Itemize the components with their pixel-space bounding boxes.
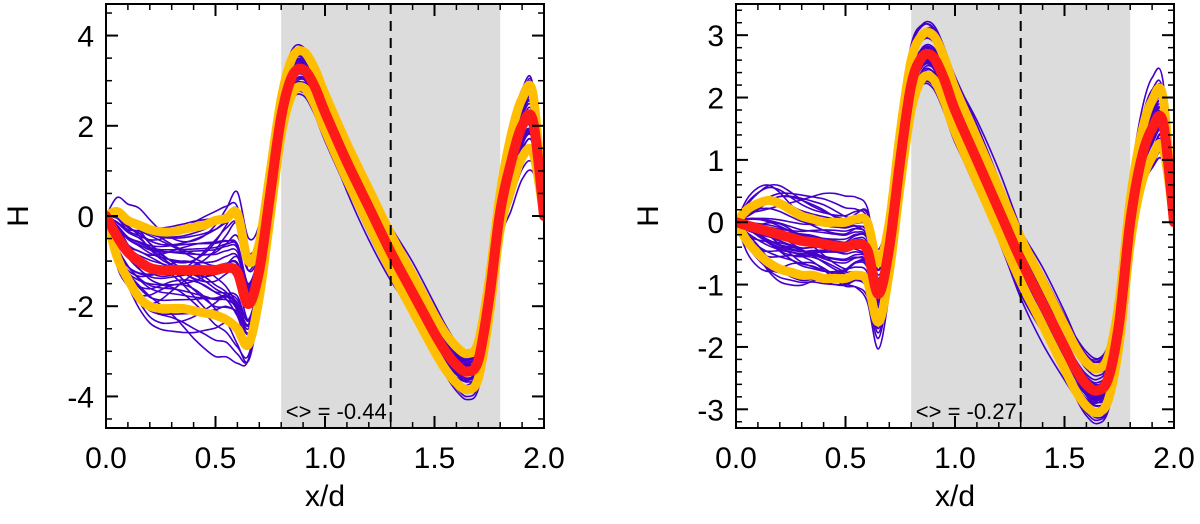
x-tick-label: 0.5 xyxy=(825,442,867,475)
right-y-axis-label: H xyxy=(632,205,665,227)
left-panel: 0.0 0.5 1.0 1.5 2.0 -4 -2 0 2 4 <> = -0.44 x/d H xyxy=(2,3,565,513)
x-tick-label: 1.0 xyxy=(304,442,346,475)
x-tick-label: 0.0 xyxy=(85,442,127,475)
y-tick-label: -1 xyxy=(697,270,724,303)
right-x-axis-label: x/d xyxy=(935,480,975,513)
left-x-axis-label: x/d xyxy=(305,480,345,513)
y-tick-label: 2 xyxy=(707,83,724,116)
x-tick-label: 0.0 xyxy=(715,442,757,475)
x-tick-label: 1.0 xyxy=(934,442,976,475)
y-tick-label: 0 xyxy=(77,201,94,234)
y-tick-label: -2 xyxy=(67,291,94,324)
right-axis-ticks: 0.0 0.5 1.0 1.5 2.0 -3 -2 -1 0 1 2 3 xyxy=(697,4,1195,475)
x-tick-label: 1.5 xyxy=(414,442,456,475)
right-band-lower-line xyxy=(736,71,1174,418)
x-tick-label: 1.5 xyxy=(1044,442,1086,475)
y-tick-label: -3 xyxy=(697,394,724,427)
x-tick-label: 2.0 xyxy=(523,442,565,475)
y-tick-label: 0 xyxy=(707,207,724,240)
right-mean-line xyxy=(736,48,1174,396)
y-tick-label: -2 xyxy=(697,332,724,365)
y-tick-label: 2 xyxy=(77,111,94,144)
left-annotation: <> = -0.44 xyxy=(286,399,387,424)
y-tick-label: -4 xyxy=(67,381,94,414)
y-tick-label: 4 xyxy=(77,21,94,54)
right-panel: 0.0 0.5 1.0 1.5 2.0 -3 -2 -1 0 1 2 3 <> = -0.27 x/d… xyxy=(632,3,1195,513)
x-tick-label: 0.5 xyxy=(195,442,237,475)
left-axis-ticks: 0.0 0.5 1.0 1.5 2.0 -4 -2 0 2 4 xyxy=(67,4,565,475)
y-tick-label: 3 xyxy=(707,20,724,53)
y-tick-label: 1 xyxy=(707,145,724,178)
right-annotation: <> = -0.27 xyxy=(916,399,1017,424)
left-y-axis-label: H xyxy=(2,205,35,227)
x-tick-label: 2.0 xyxy=(1153,442,1195,475)
left-mean-line xyxy=(106,63,544,377)
